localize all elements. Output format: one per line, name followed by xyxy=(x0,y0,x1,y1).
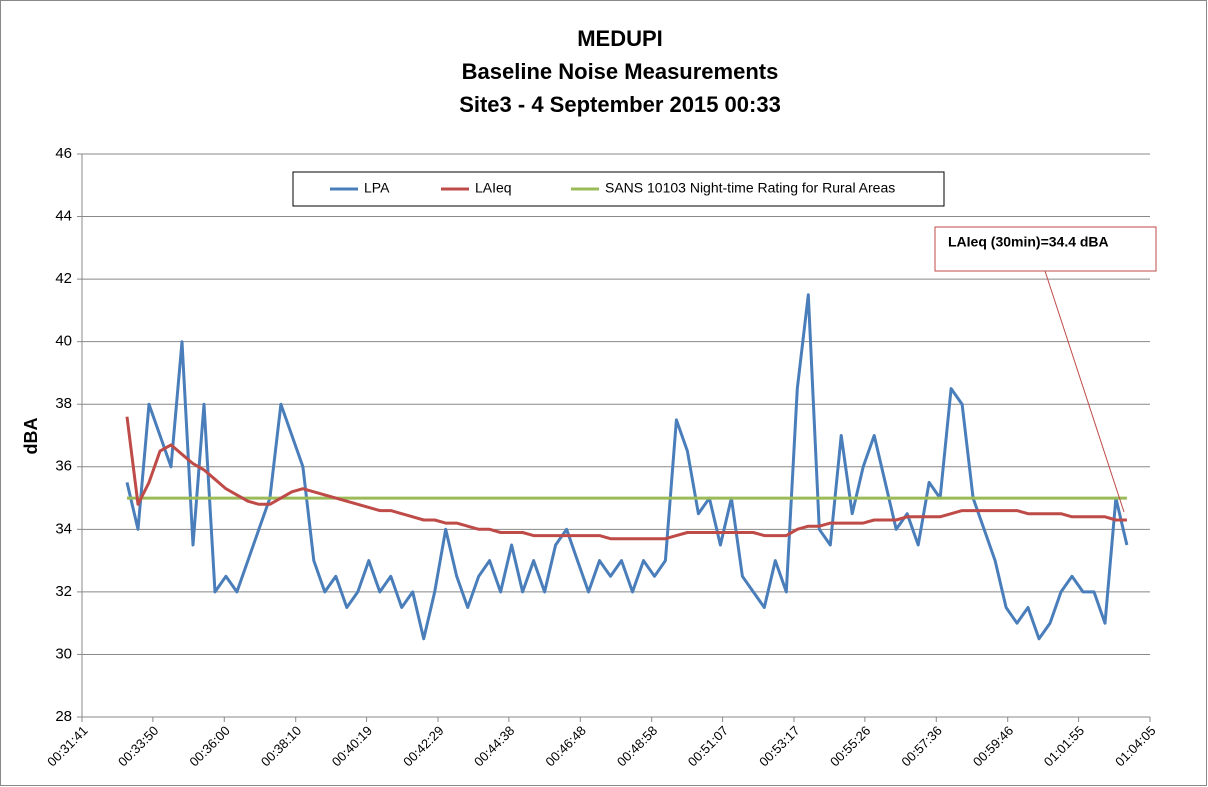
chart-subtitle: Site3 - 4 September 2015 00:33 xyxy=(459,92,781,117)
y-tick-label: 40 xyxy=(55,333,72,350)
annotation-box xyxy=(934,226,1157,272)
y-tick-label: 38 xyxy=(55,395,72,412)
y-axis-label: dBA xyxy=(21,418,41,455)
y-tick-label: 30 xyxy=(55,645,72,662)
y-tick-label: 46 xyxy=(55,145,72,162)
annotation: LAIeq (30min)=34.4 dBA xyxy=(948,234,1109,250)
legend-label: SANS 10103 Night-time Rating for Rural A… xyxy=(605,180,895,196)
y-tick-label: 34 xyxy=(55,520,72,537)
chart-subtitle: Baseline Noise Measurements xyxy=(462,59,779,84)
series-line xyxy=(125,416,1127,541)
annotation-arrow xyxy=(1044,270,1125,513)
legend-label: LAIeq xyxy=(475,180,512,196)
legend-label: LPA xyxy=(364,180,390,196)
y-tick-label: 32 xyxy=(55,583,72,600)
legend-box xyxy=(292,171,945,207)
y-tick-label: 28 xyxy=(55,708,72,725)
y-tick-label: 44 xyxy=(55,208,72,225)
y-tick-label: 42 xyxy=(55,270,72,287)
series-line xyxy=(125,293,1129,641)
legend: LPA LAIeq SANS 10103 Night-time Rating for… xyxy=(292,171,945,207)
y-tick-label: 36 xyxy=(55,458,72,475)
chart-title: MEDUPI xyxy=(577,26,663,51)
